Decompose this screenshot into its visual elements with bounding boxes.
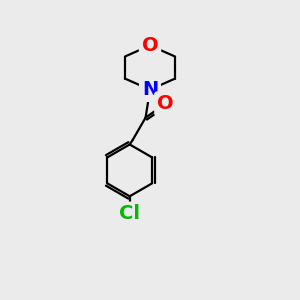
Text: Cl: Cl xyxy=(119,205,140,224)
Text: O: O xyxy=(142,36,158,55)
Text: O: O xyxy=(157,94,174,113)
Text: N: N xyxy=(142,80,158,99)
